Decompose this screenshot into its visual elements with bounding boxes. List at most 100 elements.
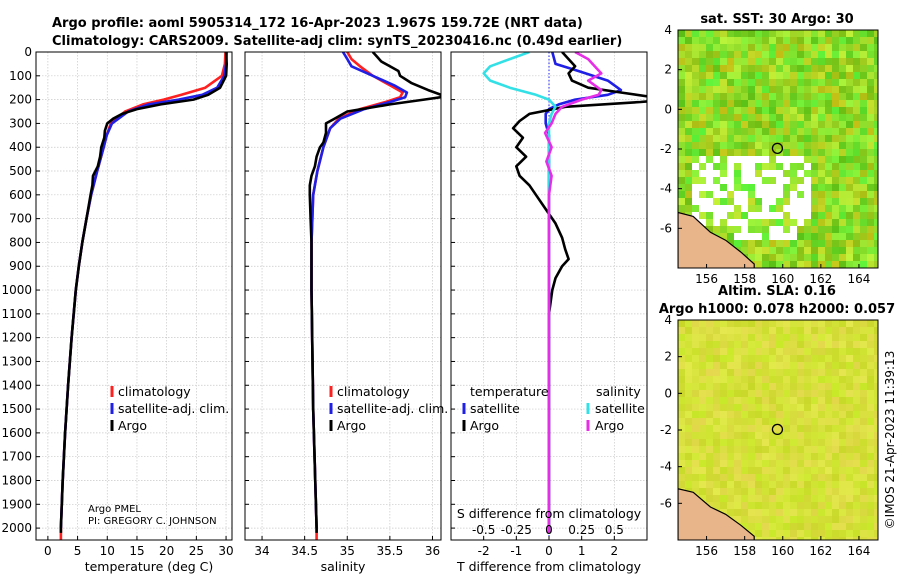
field-cell: [741, 411, 749, 419]
field-cell: [790, 191, 798, 199]
field-cell: [811, 163, 819, 171]
field-cell: [853, 65, 861, 73]
field-cell: [818, 156, 826, 164]
field-cell: [734, 135, 742, 143]
field-cell: [762, 100, 770, 108]
field-cell: [860, 348, 868, 356]
x-tick-label: 30: [218, 544, 233, 558]
field-cell: [853, 474, 861, 482]
field-cell: [811, 418, 819, 426]
field-cell: [713, 100, 721, 108]
field-cell: [685, 58, 693, 66]
field-cell: [755, 418, 763, 426]
field-cell: [678, 376, 686, 384]
field-cell: [769, 383, 777, 391]
field-cell: [748, 411, 756, 419]
field-cell: [832, 390, 840, 398]
field-cell: [811, 226, 819, 234]
field-cell: [727, 334, 735, 342]
field-cell: [832, 530, 840, 538]
field-cell: [790, 198, 798, 206]
field-cell: [783, 135, 791, 143]
field-cell: [832, 212, 840, 220]
x-tick-label: 2: [611, 544, 619, 558]
field-cell: [699, 404, 707, 412]
field-cell: [818, 107, 826, 115]
field-cell: [741, 488, 749, 496]
field-cell: [825, 58, 833, 66]
field-cell: [741, 205, 749, 213]
field-cell: [832, 425, 840, 433]
field-cell: [832, 474, 840, 482]
field-cell: [825, 100, 833, 108]
y-tick-label: 1400: [1, 378, 32, 392]
field-cell: [748, 439, 756, 447]
field-cell: [839, 523, 847, 531]
field-cell: [734, 65, 742, 73]
field-cell: [748, 44, 756, 52]
field-cell: [790, 474, 798, 482]
field-cell: [818, 100, 826, 108]
field-cell: [839, 383, 847, 391]
field-cell: [846, 205, 854, 213]
field-cell: [755, 114, 763, 122]
field-cell: [874, 177, 878, 185]
y-tick-label: 1200: [1, 331, 32, 345]
x-tick-label: 35.5: [377, 544, 404, 558]
field-cell: [783, 397, 791, 405]
field-cell: [734, 156, 742, 164]
field-cell: [706, 212, 714, 220]
field-cell: [734, 191, 742, 199]
field-cell: [706, 467, 714, 475]
field-cell: [853, 240, 861, 248]
salinity-x-axis: 34 34.5 35 35.5 36: [245, 51, 440, 558]
field-cell: [825, 212, 833, 220]
field-cell: [776, 320, 784, 328]
field-cell: [825, 453, 833, 461]
field-cell: [874, 334, 878, 342]
field-cell: [853, 261, 861, 268]
field-cell: [832, 58, 840, 66]
field-cell: [748, 65, 756, 73]
field-cell: [776, 516, 784, 524]
field-cell: [790, 320, 798, 328]
field-cell: [867, 383, 875, 391]
map-x-tick-label: 158: [733, 544, 756, 558]
salinity-lines: [308, 52, 441, 540]
field-cell: [818, 397, 826, 405]
field-cell: [839, 72, 847, 80]
field-cell: [804, 205, 812, 213]
field-cell: [797, 481, 805, 489]
field-cell: [867, 177, 875, 185]
field-cell: [706, 495, 714, 503]
field-cell: [860, 163, 868, 171]
field-cell: [867, 100, 875, 108]
field-cell: [755, 233, 763, 241]
field-cell: [692, 411, 700, 419]
sst-field: [678, 30, 878, 268]
field-cell: [818, 390, 826, 398]
y-tick-label: 500: [9, 164, 32, 178]
field-cell: [706, 383, 714, 391]
field-cell: [748, 114, 756, 122]
imos-timestamp: ©IMOS 21-Apr-2023 11:39:13: [883, 351, 897, 530]
field-cell: [699, 432, 707, 440]
field-cell: [741, 383, 749, 391]
field-cell: [734, 320, 742, 328]
field-cell: [706, 327, 714, 335]
field-cell: [769, 135, 777, 143]
field-cell: [748, 58, 756, 66]
field-cell: [811, 135, 819, 143]
field-cell: [776, 72, 784, 80]
field-cell: [839, 425, 847, 433]
field-cell: [678, 467, 686, 475]
field-cell: [860, 72, 868, 80]
field-cell: [734, 460, 742, 468]
field-cell: [839, 184, 847, 192]
field-cell: [797, 128, 805, 136]
field-cell: [853, 100, 861, 108]
field-cell: [825, 404, 833, 412]
field-cell: [839, 198, 847, 206]
field-cell: [846, 121, 854, 129]
